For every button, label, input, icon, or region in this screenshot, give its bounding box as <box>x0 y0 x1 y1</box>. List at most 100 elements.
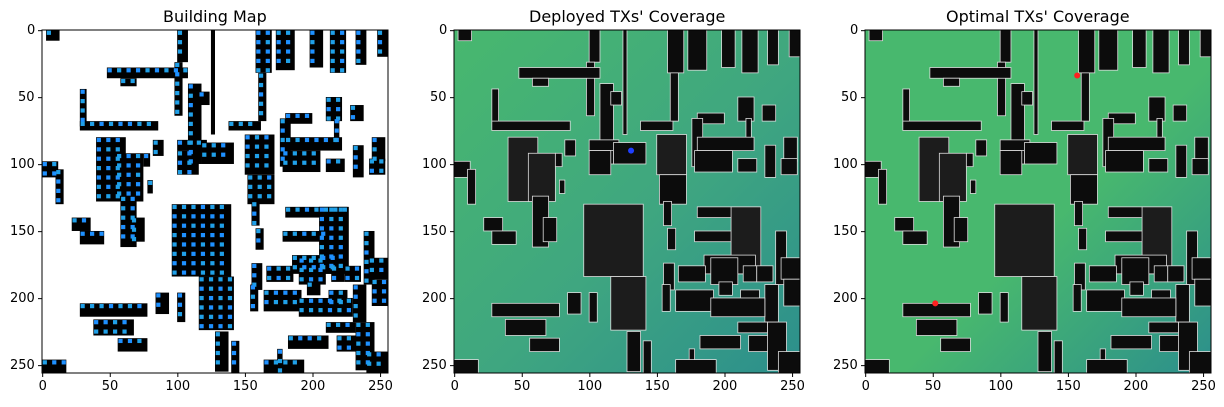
candidate-marker <box>172 270 177 275</box>
x-tick-label: 100 <box>988 379 1014 394</box>
candidate-marker <box>321 231 326 236</box>
candidate-marker <box>130 215 135 220</box>
candidate-marker <box>108 121 114 126</box>
building <box>938 152 967 202</box>
candidate-marker <box>326 159 331 164</box>
y-tick-label: 50 <box>841 90 858 106</box>
building <box>263 289 302 312</box>
x-tick-label: 150 <box>1055 379 1081 394</box>
building <box>1194 278 1212 307</box>
buildings <box>453 29 801 374</box>
candidate-marker <box>172 214 177 219</box>
candidate-marker <box>292 255 297 260</box>
candidate-marker <box>308 298 314 303</box>
building <box>780 257 801 280</box>
deployed-tx-marker <box>628 147 635 154</box>
candidate-marker <box>153 149 158 155</box>
candidate-marker <box>96 137 101 143</box>
x-tick-label: 50 <box>101 379 119 394</box>
building <box>453 359 479 374</box>
candidate-marker <box>292 290 297 295</box>
building <box>1110 335 1152 350</box>
candidate-marker <box>257 184 262 189</box>
candidate-marker <box>106 166 111 171</box>
candidate-marker <box>364 278 369 283</box>
candidate-marker <box>318 258 323 263</box>
candidate-marker <box>258 92 264 97</box>
candidate-marker <box>164 68 169 73</box>
candidate-marker <box>256 228 261 234</box>
candidate-marker <box>106 156 111 161</box>
building <box>588 150 612 176</box>
building <box>231 340 240 373</box>
candidate-marker <box>210 261 215 266</box>
y-tick-label: 100 <box>10 157 35 173</box>
building <box>1175 284 1190 323</box>
building <box>285 206 348 218</box>
candidate-marker <box>115 166 120 171</box>
candidate-marker <box>127 304 133 309</box>
candidate-marker <box>285 40 291 45</box>
candidate-marker <box>318 267 323 273</box>
building <box>554 152 563 168</box>
building <box>737 321 768 334</box>
candidate-marker <box>256 49 261 54</box>
candidate-marker <box>302 160 307 165</box>
candidate-marker <box>107 68 112 73</box>
candidate-marker <box>308 308 314 313</box>
candidate-marker <box>115 184 120 189</box>
candidate-marker <box>130 234 135 239</box>
candidate-marker <box>121 196 126 202</box>
candidate-marker <box>187 151 192 156</box>
candidate-marker <box>285 266 291 271</box>
candidate-marker <box>307 336 312 341</box>
building <box>610 276 647 331</box>
candidate-marker <box>276 275 281 281</box>
building <box>79 303 148 317</box>
candidate-marker <box>283 360 288 365</box>
candidate-marker <box>299 298 304 303</box>
candidate-marker <box>329 226 334 231</box>
candidate-marker <box>106 184 111 189</box>
candidate-marker <box>372 298 377 303</box>
candidate-marker <box>379 159 384 164</box>
y-tick-label: 200 <box>10 291 35 307</box>
candidate-marker <box>56 170 61 175</box>
candidate-marker <box>177 312 183 317</box>
candidate-marker <box>273 360 279 365</box>
optimal-tx-marker <box>1074 72 1081 79</box>
candidate-marker <box>231 350 237 356</box>
building <box>567 292 582 315</box>
candidate-marker <box>376 352 381 357</box>
building <box>1053 340 1063 374</box>
candidate-marker <box>191 242 196 247</box>
candidate-marker <box>199 314 204 319</box>
candidate-marker <box>365 341 370 346</box>
candidate-marker <box>199 277 204 282</box>
candidate-marker <box>295 207 300 212</box>
y-tick-label: 250 <box>833 358 858 374</box>
building <box>965 152 974 168</box>
candidate-marker <box>353 145 358 151</box>
candidate-marker <box>257 175 262 180</box>
building <box>929 67 1012 79</box>
candidate-marker <box>121 206 126 211</box>
candidate-marker <box>248 121 253 126</box>
candidate-marker <box>188 121 193 126</box>
candidate-marker <box>135 163 141 168</box>
candidate-marker <box>156 293 161 298</box>
building <box>764 284 779 323</box>
candidate-marker <box>221 143 226 148</box>
candidate-marker <box>267 275 272 281</box>
candidate-marker <box>145 68 150 73</box>
candidate-marker <box>267 266 272 271</box>
building <box>1191 158 1209 176</box>
candidate-marker <box>42 171 47 176</box>
candidate-marker <box>292 160 297 165</box>
candidate-marker <box>80 99 85 104</box>
candidate-marker <box>80 304 85 309</box>
candidate-marker <box>338 290 343 295</box>
candidate-marker <box>326 97 331 102</box>
axes-frame <box>41 29 389 374</box>
candidate-marker <box>135 182 141 187</box>
